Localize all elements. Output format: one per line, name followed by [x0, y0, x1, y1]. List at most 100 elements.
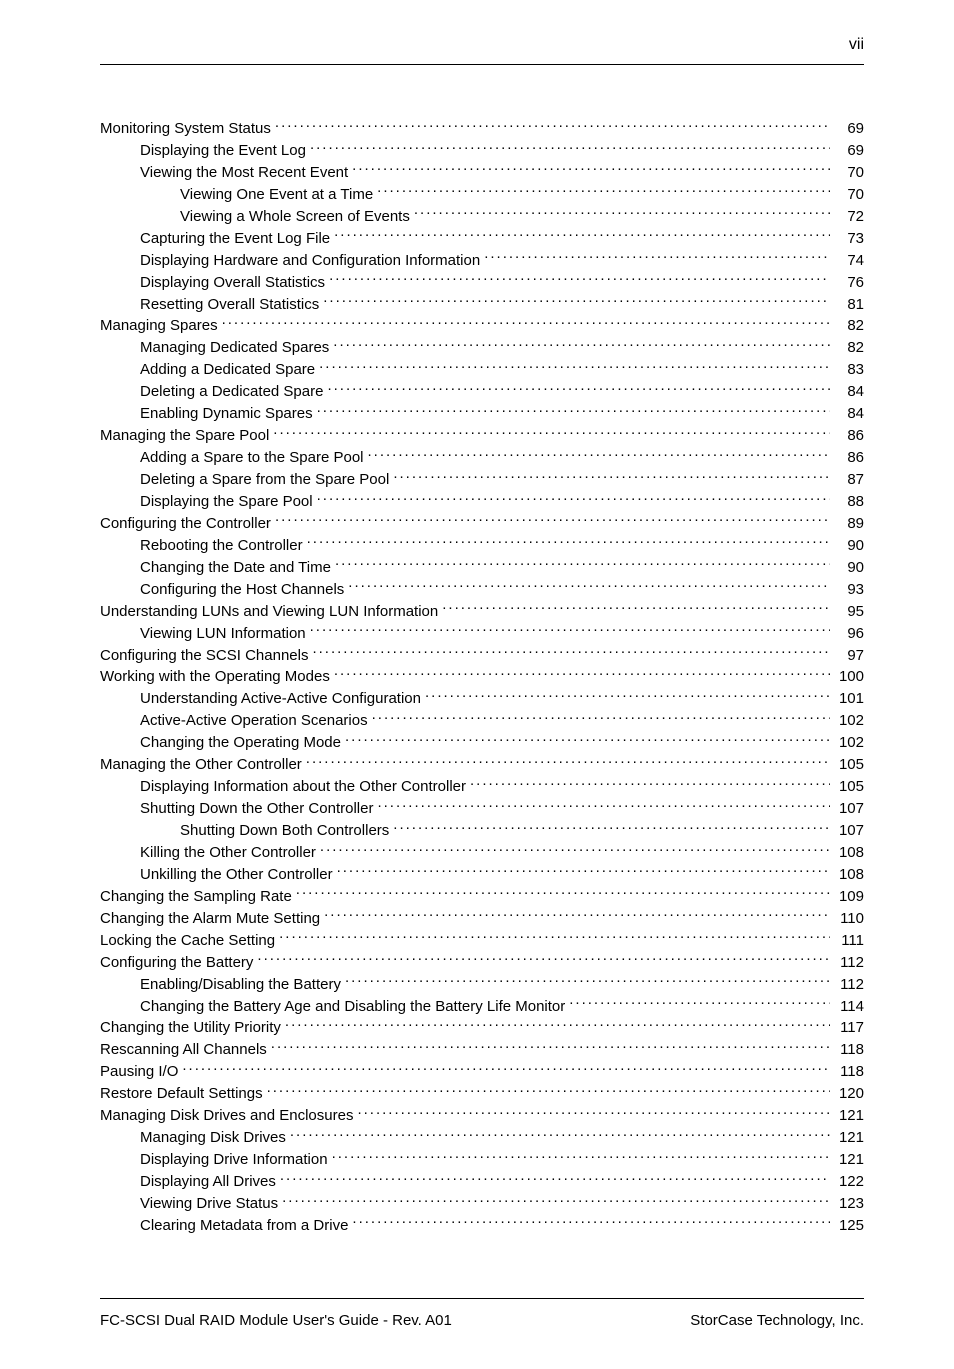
toc-entry-page: 118	[834, 1039, 864, 1060]
toc-leader	[345, 732, 830, 747]
toc-entry-page: 82	[834, 337, 864, 358]
toc-entry: Configuring the Host Channels93	[100, 579, 864, 600]
toc-entry-page: 81	[834, 294, 864, 315]
toc-entry: Changing the Battery Age and Disabling t…	[100, 996, 864, 1017]
toc-entry-title: Viewing LUN Information	[140, 623, 306, 644]
toc-leader	[352, 1215, 830, 1230]
toc-entry: Shutting Down the Other Controller107	[100, 798, 864, 819]
toc-entry: Resetting Overall Statistics 81	[100, 294, 864, 315]
toc-leader	[357, 1105, 830, 1120]
toc-leader	[290, 1127, 830, 1142]
toc-leader	[332, 1149, 830, 1164]
toc-entry: Shutting Down Both Controllers107	[100, 820, 864, 841]
toc-entry-title: Viewing a Whole Screen of Events	[180, 206, 410, 227]
toc-entry-page: 90	[834, 535, 864, 556]
toc-leader	[282, 1193, 830, 1208]
toc-entry-title: Configuring the SCSI Channels	[100, 645, 308, 666]
toc-entry: Rebooting the Controller 90	[100, 535, 864, 556]
toc-entry: Changing the Operating Mode102	[100, 732, 864, 753]
toc-leader	[310, 140, 830, 155]
toc-entry-page: 112	[834, 974, 864, 995]
toc-leader	[425, 688, 830, 703]
toc-entry-page: 114	[834, 996, 864, 1017]
toc-entry-title: Understanding Active-Active Configuratio…	[140, 688, 421, 709]
toc-entry: Active-Active Operation Scenarios102	[100, 710, 864, 731]
toc-entry: Adding a Spare to the Spare Pool86	[100, 447, 864, 468]
toc-entry: Changing the Alarm Mute Setting110	[100, 908, 864, 929]
toc-entry: Viewing One Event at a Time70	[100, 184, 864, 205]
toc-entry: Displaying the Spare Pool88	[100, 491, 864, 512]
toc-entry-title: Resetting Overall Statistics	[140, 294, 319, 315]
toc-entry: Clearing Metadata from a Drive125	[100, 1215, 864, 1236]
toc-entry-title: Active-Active Operation Scenarios	[140, 710, 368, 731]
toc-entry-title: Changing the Utility Priority	[100, 1017, 281, 1038]
toc-entry-title: Rescanning All Channels	[100, 1039, 267, 1060]
toc-entry-title: Changing the Battery Age and Disabling t…	[140, 996, 565, 1017]
toc-entry: Unkilling the Other Controller 108	[100, 864, 864, 885]
toc-entry: Managing the Spare Pool86	[100, 425, 864, 446]
table-of-contents: Monitoring System Status69Displaying the…	[100, 118, 864, 1237]
toc-entry: Changing the Sampling Rate109	[100, 886, 864, 907]
toc-entry: Understanding Active-Active Configuratio…	[100, 688, 864, 709]
toc-entry: Rescanning All Channels 118	[100, 1039, 864, 1060]
toc-entry-page: 69	[834, 118, 864, 139]
toc-entry: Changing the Utility Priority117	[100, 1017, 864, 1038]
toc-entry-page: 121	[834, 1149, 864, 1170]
toc-entry: Working with the Operating Modes100	[100, 666, 864, 687]
toc-entry-title: Managing Spares	[100, 315, 218, 336]
toc-entry-title: Displaying Hardware and Configuration In…	[140, 250, 480, 271]
toc-leader	[285, 1017, 830, 1032]
toc-leader	[333, 337, 830, 352]
page: vii Monitoring System Status69Displaying…	[0, 0, 954, 1369]
toc-entry-title: Unkilling the Other Controller	[140, 864, 333, 885]
toc-leader	[222, 315, 830, 330]
toc-entry-page: 108	[834, 842, 864, 863]
toc-leader	[329, 272, 830, 287]
toc-entry-page: 76	[834, 272, 864, 293]
toc-entry-page: 84	[834, 403, 864, 424]
toc-entry: Viewing the Most Recent Event70	[100, 162, 864, 183]
toc-entry-page: 90	[834, 557, 864, 578]
toc-entry-page: 101	[834, 688, 864, 709]
toc-entry: Killing the Other Controller 108	[100, 842, 864, 863]
toc-leader	[334, 666, 830, 681]
toc-leader	[279, 930, 830, 945]
toc-leader	[275, 118, 830, 133]
toc-leader	[271, 1039, 830, 1054]
toc-entry: Managing Disk Drives121	[100, 1127, 864, 1148]
toc-entry: Displaying Overall Statistics76	[100, 272, 864, 293]
toc-leader	[275, 513, 830, 528]
toc-entry-title: Rebooting the Controller	[140, 535, 303, 556]
footer-right: StorCase Technology, Inc.	[690, 1312, 864, 1329]
toc-entry-title: Locking the Cache Setting	[100, 930, 275, 951]
toc-entry-title: Displaying the Spare Pool	[140, 491, 313, 512]
toc-entry: Locking the Cache Setting111	[100, 930, 864, 951]
toc-entry: Managing the Other Controller105	[100, 754, 864, 775]
toc-entry-page: 74	[834, 250, 864, 271]
toc-entry-page: 122	[834, 1171, 864, 1192]
toc-entry-title: Adding a Spare to the Spare Pool	[140, 447, 364, 468]
toc-leader	[273, 425, 830, 440]
toc-entry-title: Shutting Down Both Controllers	[180, 820, 389, 841]
toc-entry-title: Configuring the Battery	[100, 952, 253, 973]
toc-entry-title: Killing the Other Controller	[140, 842, 316, 863]
toc-leader	[327, 381, 830, 396]
toc-entry-title: Changing the Operating Mode	[140, 732, 341, 753]
toc-entry-page: 87	[834, 469, 864, 490]
toc-leader	[335, 557, 830, 572]
toc-entry-title: Viewing One Event at a Time	[180, 184, 373, 205]
toc-leader	[442, 601, 830, 616]
toc-leader	[312, 645, 830, 660]
toc-entry: Changing the Date and Time90	[100, 557, 864, 578]
toc-entry-page: 107	[834, 798, 864, 819]
toc-entry-page: 123	[834, 1193, 864, 1214]
toc-entry-title: Displaying Information about the Other C…	[140, 776, 466, 797]
toc-entry-page: 110	[834, 908, 864, 929]
toc-leader	[470, 776, 830, 791]
toc-entry: Managing Disk Drives and Enclosures121	[100, 1105, 864, 1126]
toc-entry-page: 84	[834, 381, 864, 402]
toc-entry-page: 69	[834, 140, 864, 161]
toc-entry-title: Managing the Spare Pool	[100, 425, 269, 446]
toc-entry-page: 108	[834, 864, 864, 885]
toc-entry: Managing Spares82	[100, 315, 864, 336]
